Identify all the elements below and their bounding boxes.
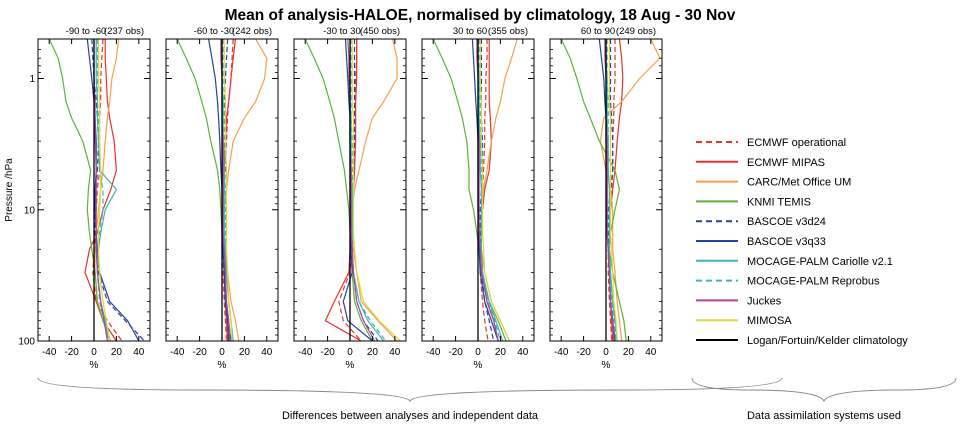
series-line-knmi <box>560 38 627 342</box>
brace-differences <box>37 377 783 403</box>
x-tick-label: -40 <box>170 347 185 358</box>
series-line-mocage_rep <box>606 39 617 342</box>
legend-label-juckes: Juckes <box>747 295 782 307</box>
x-tick-label: -40 <box>42 347 57 358</box>
panel-obs-count: (450 obs) <box>360 26 400 37</box>
x-axis-label: % <box>346 360 355 371</box>
series-line-mimosa <box>223 39 233 342</box>
x-tick-label: 40 <box>261 347 273 358</box>
series-line-mocage_car <box>477 39 504 342</box>
x-axis-label: % <box>218 360 227 371</box>
legend-label-bascoe33: BASCOE v3q33 <box>747 236 826 248</box>
series-line-knmi <box>48 38 111 342</box>
y-tick-label: 10 <box>24 205 36 216</box>
x-tick-label: 0 <box>603 347 609 358</box>
legend-label-clim: Logan/Fortuin/Kelder climatology <box>747 335 908 347</box>
x-tick-label: 40 <box>517 347 529 358</box>
x-tick-label: 40 <box>645 347 657 358</box>
series-line-ecmwf_mipas <box>84 39 118 342</box>
panel-obs-count: (237 obs) <box>104 26 144 37</box>
x-tick-label: -20 <box>192 347 207 358</box>
legend-label-ecmwf_op: ECMWF operational <box>747 137 846 149</box>
caption-systems: Data assimilation systems used <box>747 410 901 422</box>
series-line-knmi <box>304 38 373 342</box>
series-line-bascoe33 <box>86 38 140 342</box>
panel-5: -40 -20 0 20 40% 60 to 90 (249 obs) <box>549 26 663 371</box>
series-line-mocage_car <box>605 39 618 342</box>
panel-obs-count: (355 obs) <box>488 26 528 37</box>
panel-4: -40 -20 0 20 40% 30 to 60 (355 obs) <box>421 26 535 371</box>
panel-title: 30 to 60 <box>453 26 487 37</box>
series-line-mocage_car <box>349 39 385 342</box>
y-tick-label: 100 <box>18 337 35 348</box>
panel-obs-count: (242 obs) <box>232 26 272 37</box>
panel-2: -40 -20 0 20 40% -60 to -30(242 obs) <box>165 26 279 371</box>
panel-1: 1 10 100 -40 -20 0 20 40% -90 to -60(237 obs) <box>18 26 151 371</box>
legend-label-mocage_rep: MOCAGE-PALM Reprobus <box>747 276 880 288</box>
series-line-mimosa <box>351 39 401 342</box>
x-tick-label: 0 <box>347 347 353 358</box>
x-tick-label: 0 <box>219 347 225 358</box>
legend-label-mocage_car: MOCAGE-PALM Cariolle v2.1 <box>747 256 893 268</box>
x-tick-label: -40 <box>298 347 313 358</box>
panel-title: -90 to -60 <box>66 26 107 37</box>
series-line-knmi <box>432 38 507 342</box>
x-tick-label: 20 <box>367 347 379 358</box>
legend-label-knmi: KNMI TEMIS <box>747 196 811 208</box>
panel-3: -40 -20 0 20 40% -30 to 30 (450 obs) <box>293 26 407 371</box>
series-line-juckes <box>347 38 376 342</box>
x-axis-label: % <box>90 360 99 371</box>
x-axis-label: % <box>474 360 483 371</box>
braces <box>37 377 957 403</box>
x-tick-label: 20 <box>111 347 123 358</box>
series-line-mimosa <box>97 39 111 342</box>
panel-title: 60 to 90 <box>581 26 615 37</box>
legend-label-bascoe24: BASCOE v3d24 <box>747 216 826 228</box>
x-tick-label: 0 <box>91 347 97 358</box>
x-tick-label: 40 <box>133 347 145 358</box>
x-tick-label: 0 <box>475 347 481 358</box>
series-line-carc <box>351 38 398 342</box>
legend-label-ecmwf_mipas: ECMWF MIPAS <box>747 157 825 169</box>
panel-title: -60 to -30 <box>194 26 235 37</box>
x-tick-label: -20 <box>320 347 335 358</box>
x-tick-label: 40 <box>389 347 401 358</box>
x-tick-label: 20 <box>239 347 251 358</box>
panels: 1 10 100 -40 -20 0 20 40% -90 to -60(237 obs) -40… <box>18 26 663 371</box>
legend-label-carc: CARC/Met Office UM <box>747 177 851 189</box>
series-line-mimosa <box>608 39 618 342</box>
x-tick-label: -20 <box>576 347 591 358</box>
x-tick-label: -40 <box>426 347 441 358</box>
x-tick-label: 20 <box>495 347 507 358</box>
panel-obs-count: (249 obs) <box>616 26 656 37</box>
chart-title: Mean of analysis-HALOE, normalised by cl… <box>225 7 736 24</box>
series-line-mimosa <box>479 39 510 342</box>
legend-label-mimosa: MIMOSA <box>747 315 792 327</box>
legend: ECMWF operational ECMWF MIPAS CARC/Met Off… <box>696 137 908 347</box>
x-tick-label: -40 <box>554 347 569 358</box>
x-axis-label: % <box>602 360 611 371</box>
x-tick-label: 20 <box>623 347 635 358</box>
x-tick-label: -20 <box>448 347 463 358</box>
brace-systems <box>691 377 957 403</box>
y-axis-label: Pressure /hPa <box>4 158 15 222</box>
x-tick-label: -20 <box>64 347 79 358</box>
panel-title: -30 to 30 <box>323 26 361 37</box>
y-tick-label: 1 <box>29 74 35 85</box>
caption-differences: Differences between analyses and indepen… <box>282 410 539 422</box>
